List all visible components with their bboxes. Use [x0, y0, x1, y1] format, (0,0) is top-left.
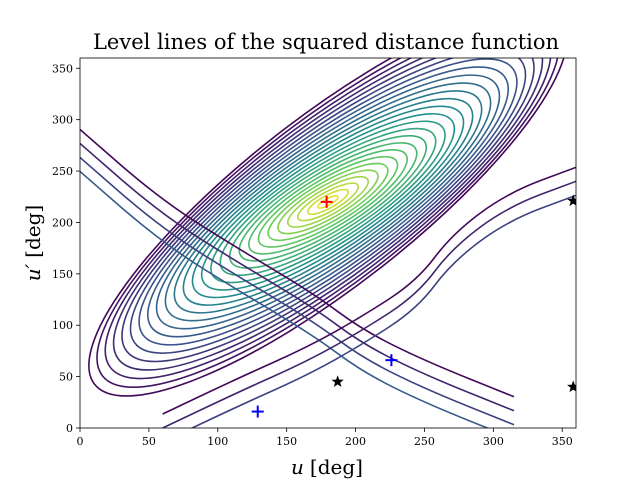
contour-level-16 [173, 90, 483, 314]
plus-marker [320, 195, 333, 208]
y-axis-ticks: 0 50 100 150 200 250 300 350 [52, 62, 80, 435]
contour-level-20 [138, 58, 518, 346]
contour-level-22 [121, 58, 535, 363]
plot-frame [79, 57, 577, 429]
y-tick-label: 150 [52, 268, 73, 281]
contour-level-11 [219, 127, 437, 277]
contour-level-26 [88, 58, 568, 397]
x-axis-unit: [deg] [310, 455, 363, 479]
y-tick-label: 300 [52, 114, 73, 127]
contour-level-25 [96, 58, 560, 389]
x-tick-label: 350 [552, 435, 573, 448]
x-tick-label: 100 [207, 435, 228, 448]
star-marker [331, 375, 344, 387]
ridge-1-line-4 [80, 170, 490, 428]
contour-level-23 [112, 58, 544, 371]
y-tick-label: 350 [52, 62, 73, 75]
x-axis-symbol: u [291, 455, 304, 479]
contour-level-7 [257, 155, 399, 248]
x-tick-label: 250 [414, 435, 435, 448]
contour-level-17 [164, 82, 492, 322]
x-tick-label: 50 [142, 435, 156, 448]
contour-level-14 [191, 105, 465, 299]
contour-level-13 [200, 113, 456, 291]
y-axis-unit: [deg] [21, 205, 45, 258]
contour-level-19 [146, 66, 510, 338]
x-tick-label: 150 [276, 435, 297, 448]
x-tick-label: 0 [77, 435, 84, 448]
plus-marker [251, 405, 264, 418]
ridge-1-line-2 [80, 142, 515, 412]
y-tick-label: 250 [52, 165, 73, 178]
x-tick-label: 300 [483, 435, 504, 448]
y-tick-label: 0 [66, 422, 73, 435]
contour-level-4 [287, 175, 369, 228]
contour-level-3 [296, 182, 360, 222]
y-tick-label: 200 [52, 216, 73, 229]
contour-lines [80, 58, 576, 428]
contour-level-5 [277, 169, 379, 235]
y-tick-label: 100 [52, 319, 73, 332]
ridge-2-line-3 [190, 194, 576, 428]
ridge-2-line-1 [162, 166, 576, 415]
contour-level-18 [155, 74, 501, 330]
contour-level-10 [228, 134, 428, 269]
chart-title: Level lines of the squared distance func… [93, 30, 559, 54]
y-tick-label: 50 [59, 371, 73, 384]
ridge-1-line-1 [80, 128, 515, 398]
y-axis-symbol: u′ [21, 263, 45, 281]
markers [251, 194, 576, 418]
ridge-1-line-3 [80, 156, 515, 426]
contour-level-15 [182, 97, 474, 306]
contour-level-6 [267, 162, 389, 242]
contour-level-8 [247, 149, 409, 255]
contour-level-2 [306, 188, 350, 216]
contour-level-12 [210, 120, 446, 284]
x-axis-ticks: 0 50 100 150 200 250 300 350 [77, 428, 573, 448]
ridge-2-line-2 [162, 180, 576, 428]
x-tick-label: 200 [345, 435, 366, 448]
contour-level-9 [238, 142, 418, 262]
star-marker [567, 194, 576, 207]
y-axis-label: u′ [deg] [21, 205, 45, 281]
star-marker [567, 380, 576, 393]
contour-level-21 [129, 58, 527, 354]
x-axis-label: u [deg] [291, 455, 363, 479]
plus-marker [385, 354, 398, 367]
contour-level-24 [104, 58, 552, 380]
